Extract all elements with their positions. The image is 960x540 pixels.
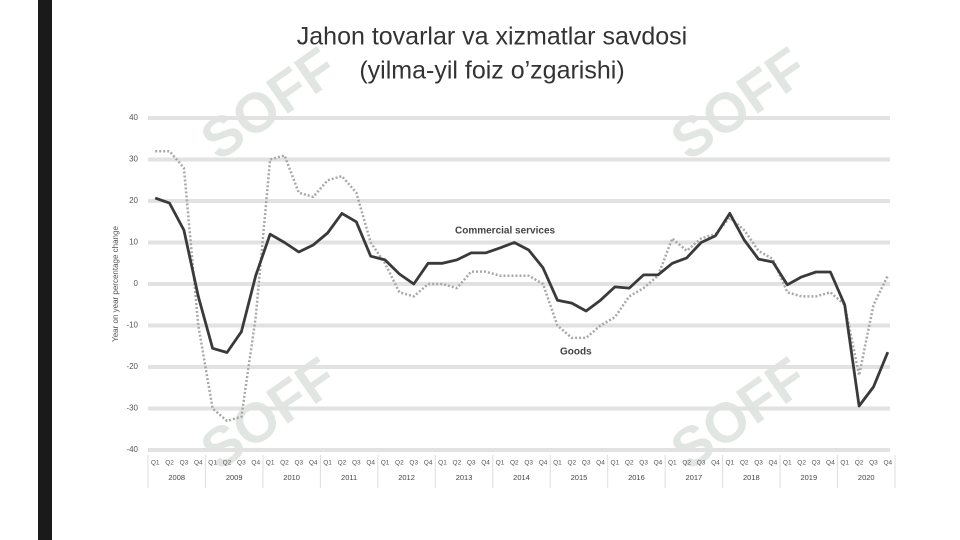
x-tick-label: Q4 bbox=[424, 460, 433, 467]
x-tick-label: Q3 bbox=[697, 460, 706, 467]
x-tick-label: Q3 bbox=[639, 460, 648, 467]
year-label: 2011 bbox=[341, 473, 357, 482]
x-tick-label: Q2 bbox=[453, 460, 462, 467]
x-tick-label: Q3 bbox=[524, 460, 533, 467]
year-label: 2017 bbox=[686, 473, 703, 482]
y-tick-label: -20 bbox=[126, 362, 138, 371]
x-tick-label: Q3 bbox=[237, 460, 246, 467]
year-label: 2010 bbox=[283, 473, 300, 482]
x-tick-label: Q2 bbox=[567, 460, 576, 467]
y-tick-label: -10 bbox=[126, 321, 138, 330]
watermark: SOFF bbox=[189, 35, 347, 172]
x-tick-label: Q2 bbox=[510, 460, 519, 467]
x-tick-label: Q4 bbox=[769, 460, 778, 467]
x-tick-label: Q3 bbox=[582, 460, 591, 467]
year-label: 2020 bbox=[858, 473, 875, 482]
series-annotation: Commercial services bbox=[455, 226, 556, 237]
series-annotation: Goods bbox=[560, 347, 592, 358]
year-label: 2012 bbox=[398, 473, 415, 482]
y-tick-label: 40 bbox=[129, 113, 138, 122]
x-tick-label: Q3 bbox=[180, 460, 189, 467]
y-tick-label: 30 bbox=[129, 155, 138, 164]
x-tick-label: Q1 bbox=[438, 460, 447, 467]
x-tick-label: Q4 bbox=[539, 460, 548, 467]
x-tick-label: Q3 bbox=[352, 460, 361, 467]
y-tick-label: -40 bbox=[126, 445, 138, 454]
y-tick-label: -30 bbox=[126, 404, 138, 413]
x-tick-label: Q4 bbox=[711, 460, 720, 467]
x-tick-label: Q4 bbox=[596, 460, 605, 467]
x-tick-label: Q2 bbox=[682, 460, 691, 467]
x-tick-label: Q3 bbox=[754, 460, 763, 467]
x-tick-label: Q2 bbox=[223, 460, 232, 467]
x-tick-label: Q3 bbox=[869, 460, 878, 467]
x-tick-label: Q1 bbox=[496, 460, 505, 467]
y-tick-label: 10 bbox=[129, 238, 138, 247]
year-label: 2019 bbox=[800, 473, 817, 482]
x-tick-label: Q1 bbox=[151, 460, 160, 467]
series-line bbox=[154, 196, 890, 408]
x-tick-label: Q1 bbox=[725, 460, 734, 467]
x-tick-label: Q1 bbox=[611, 460, 620, 467]
x-tick-label: Q2 bbox=[280, 460, 289, 467]
x-tick-label: Q2 bbox=[855, 460, 864, 467]
y-tick-label: 0 bbox=[134, 279, 139, 288]
x-tick-label: Q2 bbox=[740, 460, 749, 467]
x-tick-label: Q4 bbox=[251, 460, 260, 467]
x-tick-label: Q4 bbox=[826, 460, 835, 467]
year-label: 2009 bbox=[226, 473, 243, 482]
x-tick-label: Q3 bbox=[467, 460, 476, 467]
x-tick-label: Q1 bbox=[208, 460, 217, 467]
x-tick-label: Q1 bbox=[668, 460, 677, 467]
x-tick-label: Q2 bbox=[797, 460, 806, 467]
y-axis-label: Year on year percentage change bbox=[111, 226, 120, 342]
x-tick-label: Q1 bbox=[553, 460, 562, 467]
x-tick-label: Q2 bbox=[338, 460, 347, 467]
x-tick-label: Q3 bbox=[409, 460, 418, 467]
x-tick-label: Q1 bbox=[266, 460, 275, 467]
year-label: 2008 bbox=[168, 473, 185, 482]
x-tick-label: Q4 bbox=[194, 460, 203, 467]
x-tick-label: Q4 bbox=[309, 460, 318, 467]
x-tick-label: Q2 bbox=[165, 460, 174, 467]
x-tick-label: Q1 bbox=[323, 460, 332, 467]
chart-subtitle: (yilma-yil foiz o’zgarishi) bbox=[359, 57, 624, 85]
y-tick-label: 20 bbox=[129, 196, 138, 205]
x-tick-label: Q2 bbox=[395, 460, 404, 467]
x-tick-label: Q4 bbox=[481, 460, 490, 467]
year-label: 2018 bbox=[743, 473, 760, 482]
year-label: 2014 bbox=[513, 473, 530, 482]
x-tick-label: Q1 bbox=[381, 460, 390, 467]
year-label: 2013 bbox=[456, 473, 473, 482]
x-tick-label: Q4 bbox=[366, 460, 375, 467]
x-tick-label: Q3 bbox=[812, 460, 821, 467]
x-tick-label: Q1 bbox=[783, 460, 792, 467]
x-tick-label: Q4 bbox=[654, 460, 663, 467]
x-tick-label: Q1 bbox=[840, 460, 849, 467]
year-label: 2015 bbox=[571, 473, 588, 482]
year-label: 2016 bbox=[628, 473, 645, 482]
chart-title: Jahon tovarlar va xizmatlar savdosi bbox=[297, 23, 687, 51]
x-tick-label: Q3 bbox=[295, 460, 304, 467]
x-tick-label: Q4 bbox=[883, 460, 892, 467]
x-tick-label: Q2 bbox=[625, 460, 634, 467]
watermark: SOFF bbox=[659, 35, 817, 172]
side-bar bbox=[38, 0, 52, 540]
